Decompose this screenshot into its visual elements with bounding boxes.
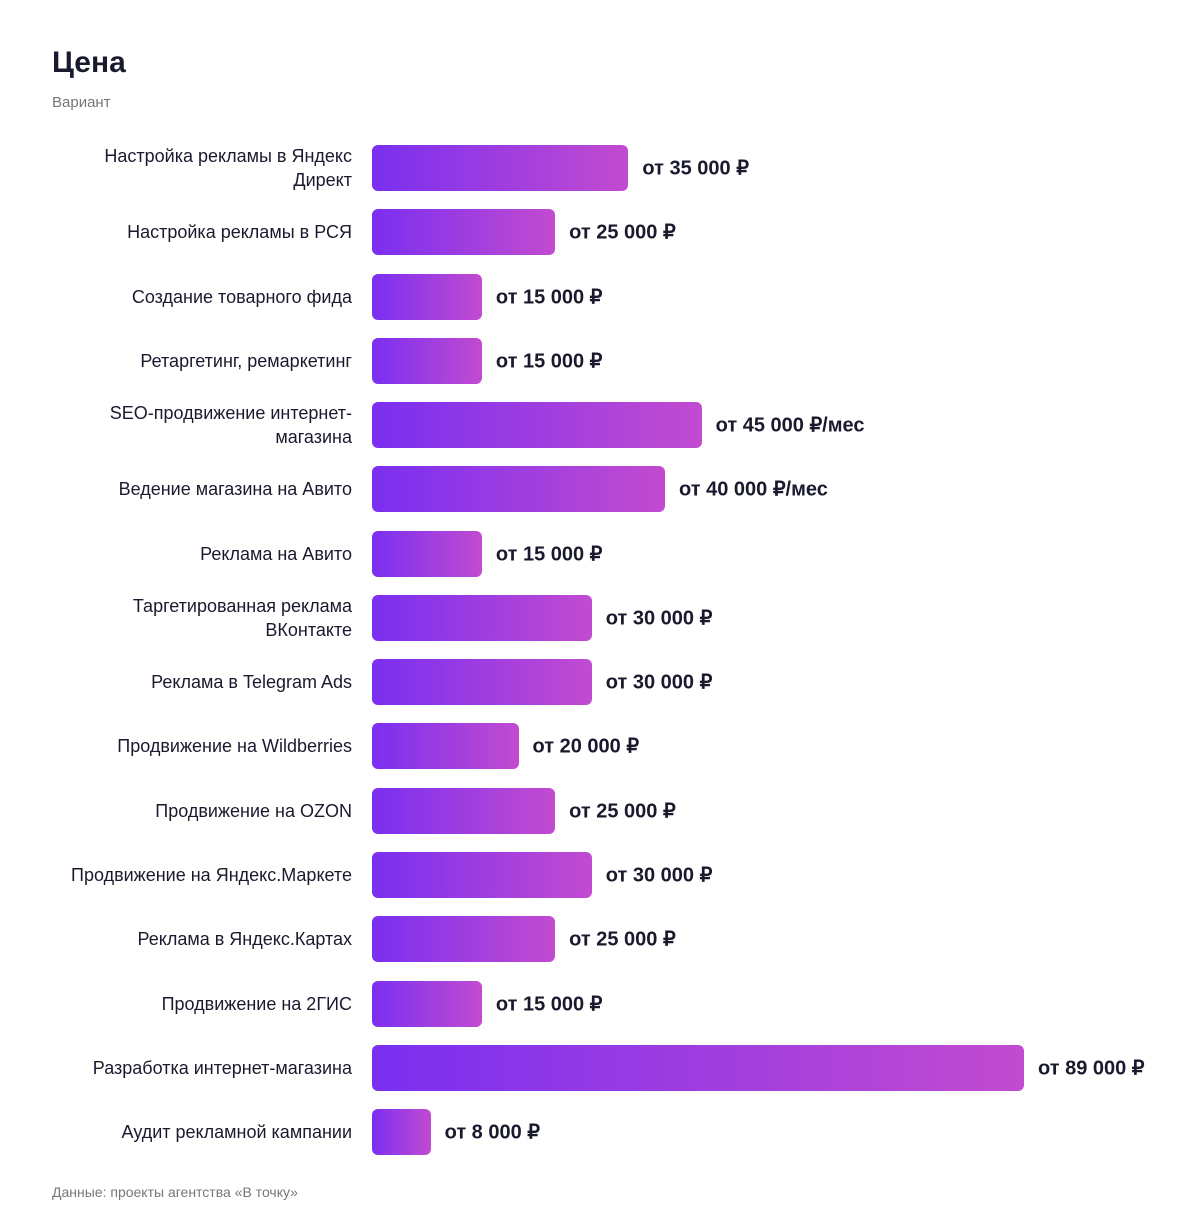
category-label: Реклама в Telegram Ads: [151, 672, 352, 693]
value-label: от 45 000 ₽/мес: [715, 414, 865, 437]
value-label: от 15 000 ₽: [495, 350, 603, 373]
category-label: Таргетированная реклама ВКонтакте: [132, 595, 352, 640]
bar: [372, 273, 482, 320]
bar: [372, 1109, 431, 1156]
bar: [372, 659, 592, 706]
category-label: Разработка интернет-магазина: [92, 1057, 352, 1078]
chart-subtitle: Вариант: [52, 94, 111, 111]
bar: [372, 145, 629, 191]
bar: [372, 466, 666, 513]
value-label: от 15 000 ₽: [495, 543, 603, 566]
value-label: от 25 000 ₽: [569, 221, 676, 244]
category-label: Продвижение на Wildberries: [117, 736, 352, 757]
bar: [372, 209, 556, 256]
category-label: Ведение магазина на Авито: [118, 479, 352, 500]
bar: [372, 530, 482, 577]
category-label: Настройка рекламы в РСЯ: [127, 222, 352, 243]
category-label: Продвижение на OZON: [155, 800, 352, 821]
bar: [372, 337, 482, 384]
bar: [372, 1044, 1024, 1091]
value-label: от 25 000 ₽: [569, 800, 676, 823]
category-label: Аудит рекламной кампании: [121, 1122, 352, 1143]
value-label: от 35 000 ₽: [642, 157, 749, 180]
category-label: SEO-продвижение интернет-магазина: [109, 403, 352, 448]
bar: [372, 723, 519, 770]
value-label: от 89 000 ₽: [1038, 1057, 1145, 1080]
value-label: от 30 000 ₽: [605, 607, 713, 630]
bar: [372, 980, 482, 1027]
source-note: Данные: проекты агентства «В точку»: [52, 1184, 298, 1200]
category-label: Продвижение на Яндекс.Маркете: [71, 864, 352, 885]
value-label: от 25 000 ₽: [569, 928, 676, 951]
category-label: Создание товарного фида: [131, 286, 352, 307]
category-label: Реклама на Авито: [200, 543, 352, 564]
category-label: Реклама в Яндекс.Картах: [137, 929, 352, 950]
value-label: от 15 000 ₽: [495, 993, 603, 1015]
value-label: от 8 000 ₽: [444, 1121, 540, 1144]
value-label: от 30 000 ₽: [605, 671, 713, 694]
bar: [372, 787, 556, 834]
bar: [372, 402, 702, 449]
value-label: от 30 000 ₽: [605, 864, 713, 887]
category-label: Настройка рекламы в Яндекс Директ: [104, 146, 352, 190]
bar: [372, 851, 592, 898]
category-label: Продвижение на 2ГИС: [161, 993, 352, 1014]
bar: [372, 594, 592, 641]
value-label: от 20 000 ₽: [532, 735, 640, 758]
value-label: от 40 000 ₽/мес: [679, 478, 828, 501]
bar: [372, 916, 556, 963]
category-label: Ретаргетинг, ремаркетинг: [140, 350, 352, 371]
chart-title: Цена: [52, 46, 126, 79]
value-label: от 15 000 ₽: [495, 286, 603, 309]
